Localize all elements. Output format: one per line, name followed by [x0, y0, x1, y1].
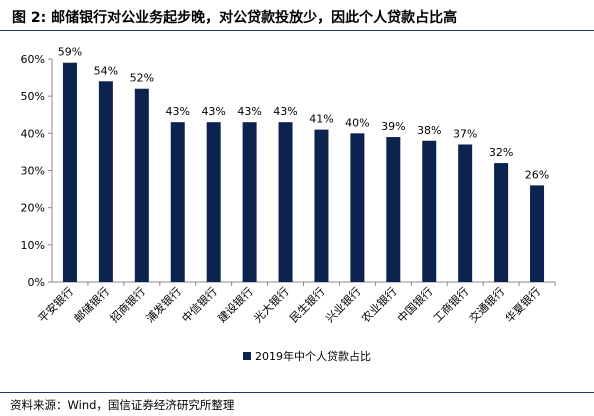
bar [134, 88, 149, 282]
data-label: 43% [273, 105, 297, 118]
data-label: 40% [345, 116, 369, 129]
category-label: 农业银行 [358, 284, 399, 325]
category-label: 兴业银行 [323, 284, 364, 325]
chart-title: 图 2: 邮储银行对公业务起步晚，对公贷款投放少，因此个人贷款占比高 [12, 10, 458, 26]
bar [458, 144, 473, 282]
data-label: 43% [237, 105, 261, 118]
data-label: 59% [58, 46, 82, 59]
bar [170, 122, 185, 282]
data-label: 52% [130, 72, 154, 85]
data-label: 54% [94, 64, 118, 77]
category-label: 工商银行 [430, 284, 471, 325]
bar [62, 62, 77, 282]
source-bar: 资料来源：Wind，国信证券经济研究所整理 [0, 392, 594, 416]
y-tick-label: 20% [21, 202, 45, 215]
data-label: 26% [525, 168, 549, 181]
bar [278, 122, 293, 282]
legend-label: 2019年中个人贷款占比 [255, 349, 371, 363]
category-label: 浦发银行 [143, 284, 184, 325]
y-tick-label: 10% [21, 239, 45, 252]
y-tick-label: 0% [28, 276, 45, 289]
bar [386, 137, 401, 282]
y-tick-label: 30% [21, 165, 45, 178]
category-label: 平安银行 [35, 284, 76, 325]
bar [206, 122, 221, 282]
y-tick-label: 60% [21, 53, 45, 66]
bar [350, 133, 365, 282]
category-label: 中信银行 [179, 284, 220, 325]
legend-swatch [243, 352, 251, 360]
data-label: 37% [453, 127, 477, 140]
category-label: 民生银行 [287, 284, 328, 325]
data-label: 32% [489, 146, 513, 159]
data-label: 43% [201, 105, 225, 118]
title-bar: 图 2: 邮储银行对公业务起步晚，对公贷款投放少，因此个人贷款占比高 [0, 0, 594, 31]
bar-chart: 0% 10% 20% 30% 40% 50% 60% 59% 平安银行 54% 邮储银行 52% 招商银… [21, 46, 556, 363]
source-note: 资料来源：Wind，国信证券经济研究所整理 [10, 398, 235, 412]
bar [314, 129, 329, 282]
y-tick-label: 50% [21, 90, 45, 103]
bar [494, 163, 509, 282]
category-label: 光大银行 [251, 284, 292, 325]
category-label: 华夏银行 [502, 284, 543, 325]
data-label: 38% [417, 124, 441, 137]
data-label: 41% [309, 113, 333, 126]
category-label: 建设银行 [215, 284, 256, 325]
y-tick-label: 40% [21, 127, 45, 140]
category-label: 招商银行 [107, 284, 148, 325]
data-label: 43% [166, 105, 190, 118]
bar [422, 140, 437, 282]
bar [530, 185, 545, 282]
data-label: 39% [381, 120, 405, 133]
category-label: 邮储银行 [71, 284, 112, 325]
category-label: 交通银行 [466, 284, 507, 325]
bar [242, 122, 257, 282]
category-label: 中国银行 [394, 284, 435, 325]
bar [98, 81, 113, 282]
